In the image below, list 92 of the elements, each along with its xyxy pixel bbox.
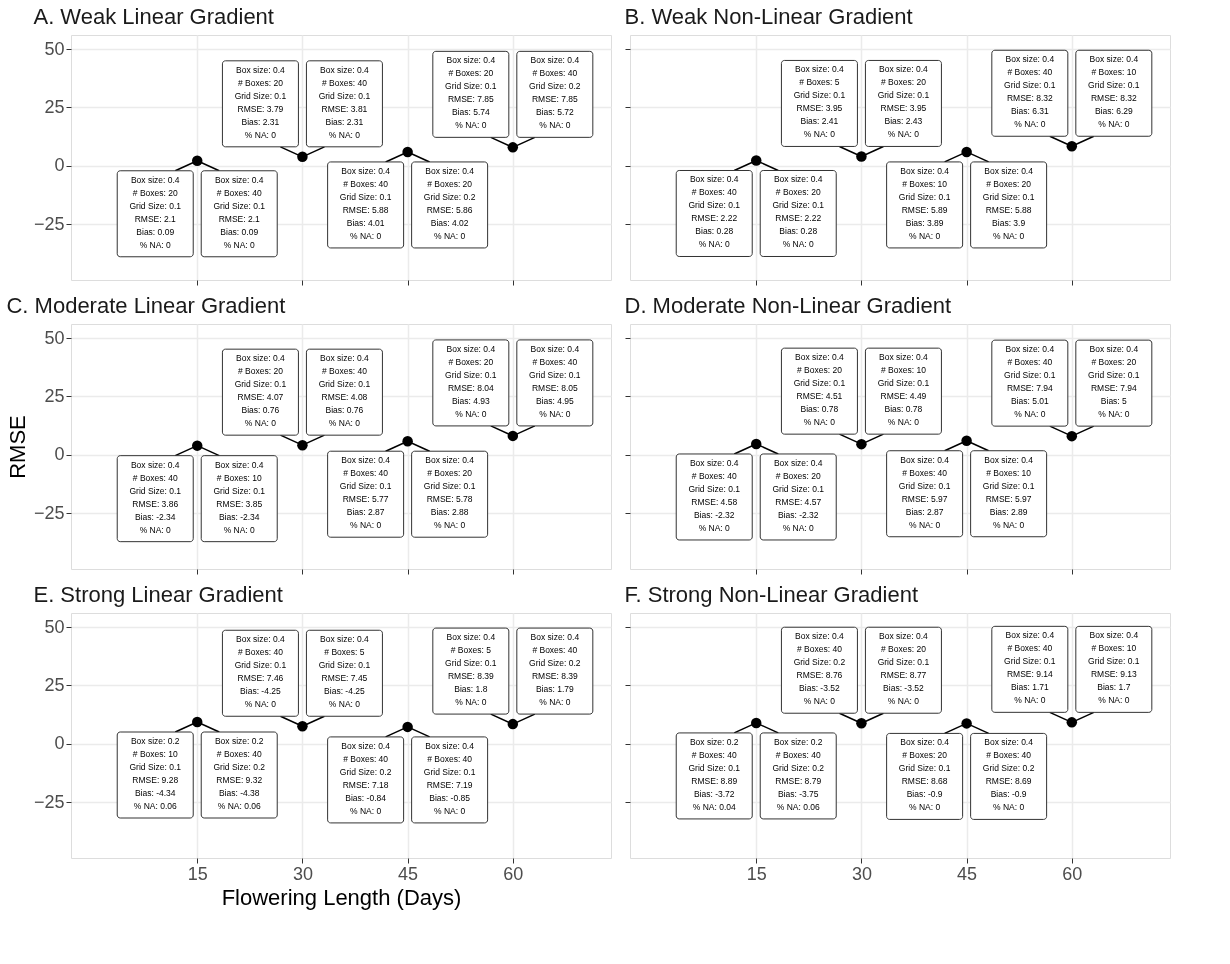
y-tick-label: 25 xyxy=(44,385,65,406)
annotation: Box size: 0.4 # Boxes: 20 Grid Size: 0.1 RMSE: 7.94 Bias: 5 % NA: 0 xyxy=(1088,344,1140,420)
annotation: Box size: 0.4 # Boxes: 20 Grid Size: 0.1 RMSE: 8.68 Bias: -0.9 % NA: 0 xyxy=(898,737,951,813)
annotation: Box size: 0.4 # Boxes: 10 Grid Size: 0.1 RMSE: 3.85 Bias: -2.34 % NA: 0 xyxy=(213,459,266,535)
y-axis-title: RMSE xyxy=(4,415,30,479)
y-tick-label: −25 xyxy=(33,502,65,523)
annotation: Box size: 0.4 # Boxes: 20 Grid Size: 0.1 RMSE: 7.85 Bias: 5.74 % NA: 0 xyxy=(445,55,497,131)
annotation: Box size: 0.4 # Boxes: 10 Grid Size: 0.1 RMSE: 4.49 Bias: 0.78 % NA: 0 xyxy=(877,352,930,428)
point xyxy=(1066,430,1078,442)
annotation: Box size: 0.4 # Boxes: 40 Grid Size: 0.1 RMSE: 5.77 Bias: 2.87 % NA: 0 xyxy=(339,455,392,531)
chart-title: B. Weak Non-Linear Gradient xyxy=(624,4,913,29)
annotation: Box size: 0.4 # Boxes: 5 Grid Size: 0.1 RMSE: 3.95 Bias: 2.41 % NA: 0 xyxy=(793,64,846,140)
annotation: Box size: 0.4 # Boxes: 20 Grid Size: 0.1 RMSE: 3.95 Bias: 2.43 % NA: 0 xyxy=(877,64,930,140)
x-tick-label: 60 xyxy=(1062,863,1083,884)
point xyxy=(507,430,519,442)
annotation: Box size: 0.4 # Boxes: 40 Grid Size: 0.2 RMSE: 8.76 Bias: -3.52 % NA: 0 xyxy=(793,631,846,707)
y-tick-label: 25 xyxy=(44,674,65,695)
point xyxy=(750,438,762,450)
annotation: Box size: 0.4 # Boxes: 40 Grid Size: 0.1 RMSE: 2.1 Bias: 0.09 % NA: 0 xyxy=(213,174,266,250)
point xyxy=(297,151,308,163)
x-tick-label: 45 xyxy=(398,863,419,884)
y-tick-label: 0 xyxy=(54,444,65,465)
chart-title: C. Moderate Linear Gradient xyxy=(6,293,286,318)
annotation: Box size: 0.4 # Boxes: 5 Grid Size: 0.1 RMSE: 8.39 Bias: 1.8 % NA: 0 xyxy=(445,632,497,708)
x-tick-label: 45 xyxy=(957,863,978,884)
y-tick-label: 0 xyxy=(54,733,65,754)
point xyxy=(191,155,203,166)
annotation: Box size: 0.4 # Boxes: 5 Grid Size: 0.1 RMSE: 7.45 Bias: -4.25 % NA: 0 xyxy=(318,634,371,710)
annotation: Box size: 0.4 # Boxes: 40 Grid Size: 0.1 RMSE: 4.08 Bias: 0.76 % NA: 0 xyxy=(318,353,371,429)
annotation: Box size: 0.4 # Boxes: 20 Grid Size: 0.1 RMSE: 4.07 Bias: 0.76 % NA: 0 xyxy=(234,353,287,429)
y-tick-label: 25 xyxy=(44,96,65,117)
annotation: Box size: 0.4 # Boxes: 40 Grid Size: 0.1 RMSE: 8.32 Bias: 6.31 % NA: 0 xyxy=(1004,54,1056,130)
point xyxy=(856,438,867,450)
annotation: Box size: 0.4 # Boxes: 40 Grid Size: 0.2 RMSE: 7.18 Bias: -0.84 % NA: 0 xyxy=(339,740,392,816)
point xyxy=(402,435,413,447)
point xyxy=(856,151,867,162)
point xyxy=(961,146,972,158)
chart-title: F. Strong Non-Linear Gradient xyxy=(624,582,918,607)
y-tick-label: −25 xyxy=(33,791,65,812)
point xyxy=(191,440,203,451)
annotation: Box size: 0.4 # Boxes: 20 Grid Size: 0.1 RMSE: 4.51 Bias: 0.78 % NA: 0 xyxy=(793,352,846,428)
annotation: Box size: 0.4 # Boxes: 20 Grid Size: 0.1 RMSE: 5.78 Bias: 2.88 % NA: 0 xyxy=(423,455,476,531)
annotation: Box size: 0.4 # Boxes: 40 Grid Size: 0.1 RMSE: 3.86 Bias: -2.34 % NA: 0 xyxy=(129,459,182,535)
annotation: Box size: 0.2 # Boxes: 10 Grid Size: 0.1 RMSE: 9.28 Bias: -4.34 % NA: 0.06 xyxy=(129,736,182,812)
annotation: Box size: 0.4 # Boxes: 20 Grid Size: 0.2 RMSE: 5.86 Bias: 4.02 % NA: 0 xyxy=(423,165,476,241)
annotation: Box size: 0.4 # Boxes: 40 Grid Size: 0.1 RMSE: 2.22 Bias: 0.28 % NA: 0 xyxy=(688,174,741,250)
y-tick-label: 50 xyxy=(44,38,65,59)
annotation: Box size: 0.4 # Boxes: 40 Grid Size: 0.1 RMSE: 4.58 Bias: -2.32 % NA: 0 xyxy=(688,457,741,533)
point xyxy=(402,146,413,158)
annotation: Box size: 0.4 # Boxes: 20 Grid Size: 0.1 RMSE: 5.88 Bias: 3.9 % NA: 0 xyxy=(982,165,1035,241)
point xyxy=(1066,141,1078,152)
x-tick-label: 15 xyxy=(187,863,208,884)
x-tick-label: 60 xyxy=(503,863,524,884)
x-tick-label: 30 xyxy=(851,863,872,884)
annotation: Box size: 0.4 # Boxes: 40 Grid Size: 0.2 RMSE: 7.85 Bias: 5.72 % NA: 0 xyxy=(529,55,581,131)
annotation: Box size: 0.4 # Boxes: 20 Grid Size: 0.1 RMSE: 4.57 Bias: -2.32 % NA: 0 xyxy=(772,457,825,533)
annotation: Box size: 0.4 # Boxes: 10 Grid Size: 0.1 RMSE: 5.97 Bias: 2.89 % NA: 0 xyxy=(982,454,1035,530)
annotation: Box size: 0.4 # Boxes: 20 Grid Size: 0.1 RMSE: 3.79 Bias: 2.31 % NA: 0 xyxy=(234,64,287,140)
point xyxy=(507,142,519,153)
annotation: Box size: 0.4 # Boxes: 40 Grid Size: 0.1 RMSE: 3.81 Bias: 2.31 % NA: 0 xyxy=(318,64,371,140)
x-axis-title: Flowering Length (Days) xyxy=(221,884,462,910)
chart-title: E. Strong Linear Gradient xyxy=(33,582,283,607)
annotation: Box size: 0.4 # Boxes: 40 Grid Size: 0.1 RMSE: 5.97 Bias: 2.87 % NA: 0 xyxy=(898,454,951,530)
chart-title: A. Weak Linear Gradient xyxy=(33,4,274,29)
annotation: Box size: 0.2 # Boxes: 40 Grid Size: 0.2 RMSE: 9.32 Bias: -4.38 % NA: 0.06 xyxy=(213,736,266,812)
y-tick-label: −25 xyxy=(33,213,65,234)
y-tick-label: 50 xyxy=(44,327,65,348)
chart-title: D. Moderate Non-Linear Gradient xyxy=(624,293,951,318)
annotation: Box size: 0.4 # Boxes: 40 Grid Size: 0.1 RMSE: 9.14 Bias: 1.71 % NA: 0 xyxy=(1004,630,1056,706)
point xyxy=(961,435,972,446)
annotation: Box size: 0.4 # Boxes: 40 Grid Size: 0.1 RMSE: 5.88 Bias: 4.01 % NA: 0 xyxy=(339,165,392,241)
y-tick-label: 50 xyxy=(44,616,65,637)
annotation: Box size: 0.4 # Boxes: 40 Grid Size: 0.1 RMSE: 8.05 Bias: 4.95 % NA: 0 xyxy=(529,343,581,419)
annotation: Box size: 0.4 # Boxes: 20 Grid Size: 0.1 RMSE: 2.1 Bias: 0.09 % NA: 0 xyxy=(129,174,182,250)
annotation: Box size: 0.4 # Boxes: 40 Grid Size: 0.1 RMSE: 7.19 Bias: -0.85 % NA: 0 xyxy=(423,740,476,816)
annotation: Box size: 0.4 # Boxes: 40 Grid Size: 0.1 RMSE: 7.94 Bias: 5.01 % NA: 0 xyxy=(1004,344,1056,420)
point xyxy=(750,155,762,166)
annotation: Box size: 0.4 # Boxes: 40 Grid Size: 0.1 RMSE: 7.46 Bias: -4.25 % NA: 0 xyxy=(234,634,287,710)
y-tick-label: 0 xyxy=(54,155,65,176)
x-tick-label: 15 xyxy=(746,863,767,884)
annotation: Box size: 0.4 # Boxes: 20 Grid Size: 0.1 RMSE: 8.77 Bias: -3.52 % NA: 0 xyxy=(877,631,930,707)
annotation: Box size: 0.4 # Boxes: 10 Grid Size: 0.1 RMSE: 8.32 Bias: 6.29 % NA: 0 xyxy=(1088,54,1140,130)
point xyxy=(297,439,308,451)
annotation: Box size: 0.4 # Boxes: 20 Grid Size: 0.1 RMSE: 8.04 Bias: 4.93 % NA: 0 xyxy=(445,343,497,419)
annotation: Box size: 0.2 # Boxes: 40 Grid Size: 0.1 RMSE: 8.89 Bias: -3.72 % NA: 0.04 xyxy=(688,736,741,812)
annotation: Box size: 0.2 # Boxes: 40 Grid Size: 0.2 RMSE: 8.79 Bias: -3.75 % NA: 0.06 xyxy=(772,736,825,812)
annotation: Box size: 0.4 # Boxes: 10 Grid Size: 0.1 RMSE: 5.89 Bias: 3.89 % NA: 0 xyxy=(898,165,951,241)
x-tick-label: 30 xyxy=(292,863,313,884)
annotation: Box size: 0.4 # Boxes: 40 Grid Size: 0.2 RMSE: 8.39 Bias: 1.79 % NA: 0 xyxy=(529,632,581,708)
annotation: Box size: 0.4 # Boxes: 20 Grid Size: 0.1 RMSE: 2.22 Bias: 0.28 % NA: 0 xyxy=(772,174,825,250)
annotation: Box size: 0.4 # Boxes: 10 Grid Size: 0.1 RMSE: 9.13 Bias: 1.7 % NA: 0 xyxy=(1088,630,1140,706)
annotation: Box size: 0.4 # Boxes: 40 Grid Size: 0.2 RMSE: 8.69 Bias: -0.9 % NA: 0 xyxy=(982,737,1035,813)
